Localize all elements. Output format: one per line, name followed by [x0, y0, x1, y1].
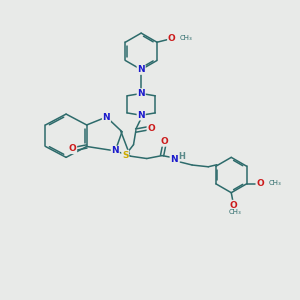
Text: O: O [160, 137, 168, 146]
Text: O: O [256, 179, 264, 188]
Text: N: N [137, 111, 145, 120]
Text: S: S [122, 151, 128, 160]
Text: N: N [137, 65, 145, 74]
Text: CH₃: CH₃ [229, 209, 242, 215]
Text: N: N [170, 154, 178, 164]
Text: H: H [179, 152, 185, 161]
Text: CH₃: CH₃ [180, 34, 193, 40]
Text: N: N [103, 112, 110, 122]
Text: CH₃: CH₃ [268, 180, 281, 186]
Text: O: O [147, 124, 155, 133]
Text: O: O [168, 34, 176, 43]
Text: O: O [230, 201, 238, 210]
Text: N: N [111, 146, 119, 155]
Text: O: O [69, 144, 76, 153]
Text: N: N [137, 89, 145, 98]
